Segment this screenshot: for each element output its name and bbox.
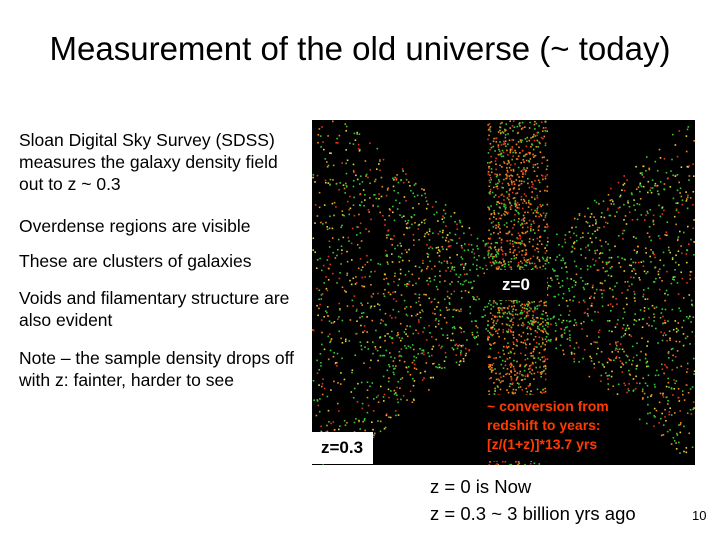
paragraph-sdss: Sloan Digital Sky Survey (SDSS) measures…: [19, 130, 278, 194]
paragraph-note: Note – the sample density drops off with…: [19, 348, 294, 390]
page-number: 10: [692, 508, 707, 523]
label-z0: z=0: [485, 270, 547, 300]
bottom-line-now: z = 0 is Now: [430, 476, 532, 497]
paragraph-clusters: These are clusters of galaxies: [19, 251, 252, 271]
paragraph-voids: Voids and filamentary structure are also…: [19, 288, 290, 330]
bottom-line-ago: z = 0.3 ~ 3 billion yrs ago: [430, 503, 636, 524]
paragraph-overdense: Overdense regions are visible: [19, 216, 251, 236]
slide-title: Measurement of the old universe (~ today…: [49, 30, 671, 67]
label-z03: z=0.3: [311, 432, 373, 464]
galaxy-scatter-art: [312, 120, 695, 465]
label-conversion: ~ conversion from redshift to years: [z/…: [484, 395, 634, 461]
